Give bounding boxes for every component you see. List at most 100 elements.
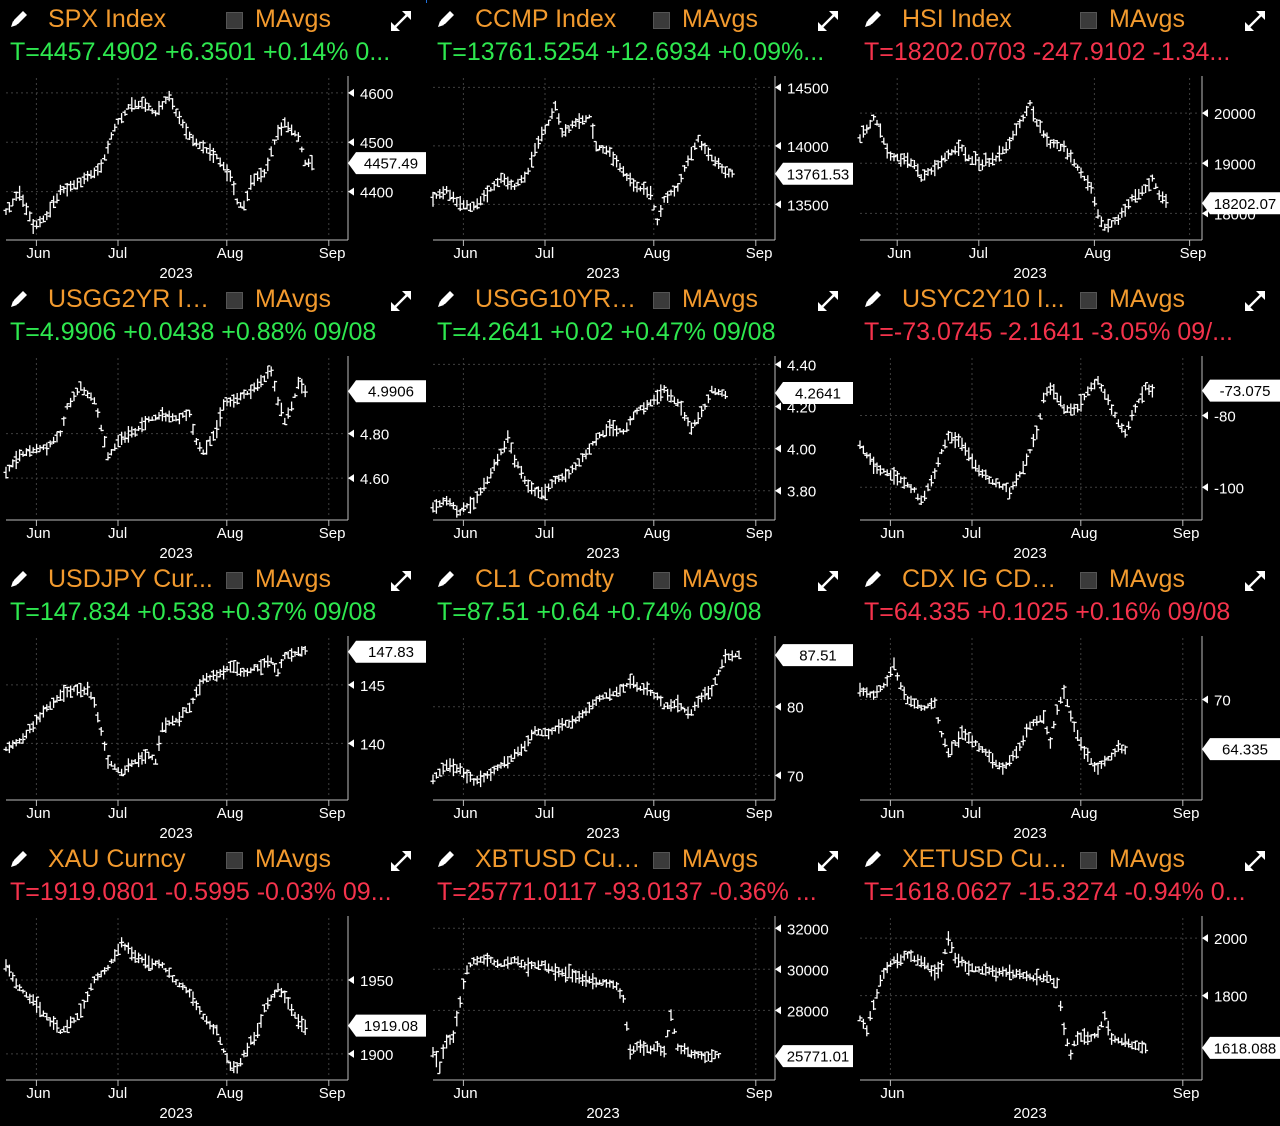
x-tick-label: Jul [108,245,127,262]
y-tick-label: 14500 [787,80,829,97]
pencil-icon[interactable] [862,8,884,30]
price-chart[interactable]: 14500 14000 13500 Jun Jul Aug Sep 2023 13761.53 [427,76,853,280]
panel-header: HSI Index MAvgs [854,0,1280,40]
x-tick-label: Aug [217,1085,244,1102]
x-year-label: 2023 [586,265,619,280]
last-price-tag [348,152,426,175]
pencil-icon[interactable] [8,288,30,310]
checkbox-icon[interactable] [1080,292,1097,309]
security-title[interactable]: CL1 Comdty [475,565,614,593]
expand-arrows-icon[interactable] [388,8,414,34]
pencil-icon[interactable] [435,848,457,870]
price-chart[interactable]: 1950 1900 Jun Jul Aug Sep 2023 1919.08 [0,916,426,1120]
expand-arrows-icon[interactable] [815,288,841,314]
x-tick-label: Sep [1173,525,1200,542]
expand-arrows-icon[interactable] [815,8,841,34]
expand-arrows-icon[interactable] [1242,568,1268,594]
security-title[interactable]: USGG2YR In... [48,285,216,313]
checkbox-icon[interactable] [653,292,670,309]
expand-arrows-icon[interactable] [1242,848,1268,874]
security-title[interactable]: XAU Curncy [48,845,186,873]
security-title[interactable]: USDJPY Cur... [48,565,213,593]
chart-panel: USYC2Y10 I... MAvgs T=-73.0745 -2.1641 -… [854,280,1280,560]
mavgs-label[interactable]: MAvgs [255,5,331,33]
x-tick-label: Jun [453,805,477,822]
last-price-tag [1202,192,1280,215]
security-title[interactable]: CDX IG CDSI... [902,565,1070,593]
expand-arrows-icon[interactable] [388,568,414,594]
checkbox-icon[interactable] [226,12,243,29]
y-tick-marker [348,474,354,483]
mavgs-label[interactable]: MAvgs [255,285,331,313]
security-title[interactable]: USGG10YR I... [475,285,643,313]
price-chart[interactable]: 70 Jun Jul Aug Sep 2023 64.335 [854,636,1280,840]
security-title[interactable]: XETUSD Cur... [902,845,1070,873]
y-tick-label: 30000 [787,962,829,979]
mavgs-label[interactable]: MAvgs [1109,845,1185,873]
expand-arrows-icon[interactable] [388,288,414,314]
checkbox-icon[interactable] [226,292,243,309]
checkbox-icon[interactable] [653,12,670,29]
checkbox-icon[interactable] [226,852,243,869]
expand-arrows-icon[interactable] [388,848,414,874]
pencil-icon[interactable] [8,8,30,30]
mavgs-label[interactable]: MAvgs [682,285,758,313]
quote-line: T=147.834 +0.538 +0.37% 09/08 [10,598,377,626]
security-title[interactable]: SPX Index [48,5,167,33]
pencil-icon[interactable] [8,848,30,870]
price-chart[interactable]: -80 -100 Jun Jul Aug Sep 2023 -73.075 [854,356,1280,560]
y-tick-marker [348,976,354,985]
pencil-icon[interactable] [862,288,884,310]
pencil-icon[interactable] [8,568,30,590]
security-title[interactable]: HSI Index [902,5,1012,33]
x-tick-label: Aug [217,525,244,542]
y-tick-label: 70 [1214,692,1231,709]
y-tick-label: 28000 [787,1003,829,1020]
price-chart[interactable]: 2000 1800 Jun Sep 2023 1618.088 [854,916,1280,1120]
pencil-icon[interactable] [862,568,884,590]
pencil-icon[interactable] [435,568,457,590]
expand-arrows-icon[interactable] [1242,8,1268,34]
pencil-icon[interactable] [862,848,884,870]
expand-arrows-icon[interactable] [815,848,841,874]
security-title[interactable]: CCMP Index [475,5,617,33]
checkbox-icon[interactable] [226,572,243,589]
price-chart[interactable]: 32000 30000 28000 Jun Sep 2023 25771.01 [427,916,853,1120]
mavgs-label[interactable]: MAvgs [1109,5,1185,33]
expand-arrows-icon[interactable] [815,568,841,594]
x-tick-label: Jul [108,1085,127,1102]
pencil-icon[interactable] [435,288,457,310]
mavgs-label[interactable]: MAvgs [682,5,758,33]
pencil-icon[interactable] [435,8,457,30]
price-chart[interactable]: 4.80 4.60 Jun Jul Aug Sep 2023 4.9906 [0,356,426,560]
last-price-label: 4.9906 [368,384,414,401]
security-title[interactable]: USYC2Y10 I... [902,285,1065,313]
last-price-tag [348,1014,426,1037]
price-series [857,376,1155,505]
mavgs-label[interactable]: MAvgs [255,565,331,593]
mavgs-label[interactable]: MAvgs [1109,565,1185,593]
mavgs-label[interactable]: MAvgs [682,845,758,873]
security-title[interactable]: XBTUSD Cur... [475,845,643,873]
checkbox-icon[interactable] [1080,572,1097,589]
expand-arrows-icon[interactable] [1242,288,1268,314]
mavgs-label[interactable]: MAvgs [255,845,331,873]
checkbox-icon[interactable] [653,572,670,589]
mavgs-label[interactable]: MAvgs [682,565,758,593]
last-price-label: -73.075 [1220,383,1271,400]
checkbox-icon[interactable] [1080,12,1097,29]
chart-panel: SPX Index MAvgs T=4457.4902 +6.3501 +0.1… [0,0,426,280]
y-tick-marker [348,187,354,196]
mavgs-label[interactable]: MAvgs [1109,285,1185,313]
checkbox-icon[interactable] [653,852,670,869]
chart-panel: CCMP Index MAvgs T=13761.5254 +12.6934 +… [427,0,853,280]
price-chart[interactable]: 80 70 Jun Jul Aug Sep 2023 87.51 [427,636,853,840]
checkbox-icon[interactable] [1080,852,1097,869]
last-price-tag [348,380,426,403]
panel-header: USDJPY Cur... MAvgs [0,560,426,600]
price-chart[interactable]: 4600 4500 4400 Jun Jul Aug Sep 2023 4457.49 [0,76,426,280]
x-tick-label: Sep [746,525,773,542]
price-chart[interactable]: 145 140 Jun Jul Aug Sep 2023 147.83 [0,636,426,840]
